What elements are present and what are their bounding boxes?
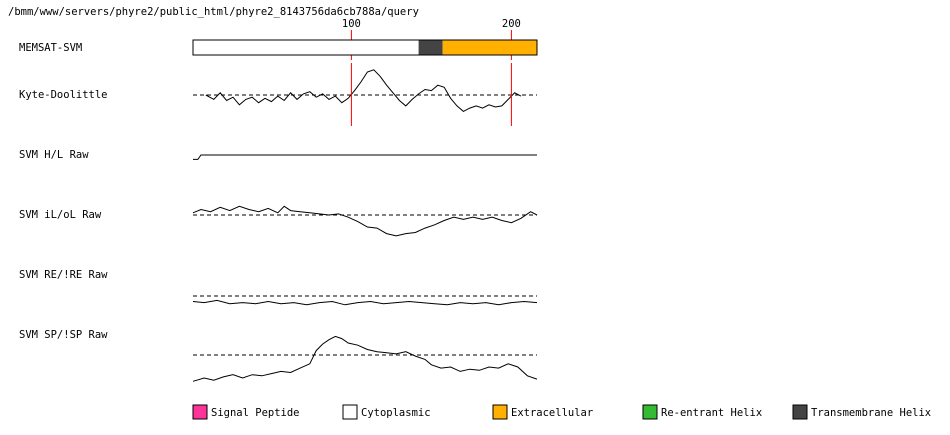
legend-item-signal-peptide: Signal Peptide (192, 404, 300, 420)
memsat-segment-cytoplasmic (193, 40, 419, 55)
memsat-label: MEMSAT-SVM (19, 42, 82, 54)
legend-label-reentrant-helix: Re-entrant Helix (661, 407, 762, 419)
legend-label-signal-peptide: Signal Peptide (211, 407, 300, 419)
memsat-segment-transmembrane (418, 40, 443, 55)
svm-il-ol-plot (192, 205, 538, 237)
svm-sp-label: SVM SP/!SP Raw (19, 329, 108, 341)
series-line (192, 299, 538, 306)
legend-label-transmembrane-helix: Transmembrane Helix (811, 407, 931, 419)
memsat-topology-bar (192, 39, 538, 56)
series-line (192, 205, 538, 237)
query-path-text: /bmm/www/servers/phyre2/public_html/phyr… (8, 6, 419, 18)
kyte-doolittle-plot (193, 63, 537, 126)
svm-sp-plot (192, 335, 538, 382)
legend-item-cytoplasmic: Cytoplasmic (342, 404, 431, 420)
legend-swatch-extracellular (492, 404, 508, 420)
series-line (193, 154, 537, 160)
memsat-segment-extracellular (442, 40, 537, 55)
memsat-bar-outline (192, 39, 538, 56)
svm-il-ol-label: SVM iL/oL Raw (19, 209, 102, 221)
legend-swatch-reentrant-helix (642, 404, 658, 420)
legend-label-extracellular: Extracellular (511, 407, 593, 419)
kyte-doolittle-label: Kyte-Doolittle (19, 89, 108, 101)
legend-swatch-cytoplasmic (342, 404, 358, 420)
svm-re-plot (192, 295, 538, 306)
svm-hl-label: SVM H/L Raw (19, 149, 89, 161)
legend: Signal Peptide Cytoplasmic Extracellular… (192, 404, 931, 420)
ruler-tick-label-100: 100 (342, 18, 361, 30)
legend-item-transmembrane-helix: Transmembrane Helix (792, 404, 931, 420)
svm-hl-plot (193, 154, 537, 160)
legend-swatch-signal-peptide (192, 404, 208, 420)
svm-re-label: SVM RE/!RE Raw (19, 269, 108, 281)
legend-item-reentrant-helix: Re-entrant Helix (642, 404, 762, 420)
legend-swatch-transmembrane-helix (792, 404, 808, 420)
legend-item-extracellular: Extracellular (492, 404, 593, 420)
legend-label-cytoplasmic: Cytoplasmic (361, 407, 431, 419)
series-line (192, 335, 538, 382)
series-line (205, 69, 522, 112)
ruler-tick-label-200: 200 (502, 18, 521, 30)
